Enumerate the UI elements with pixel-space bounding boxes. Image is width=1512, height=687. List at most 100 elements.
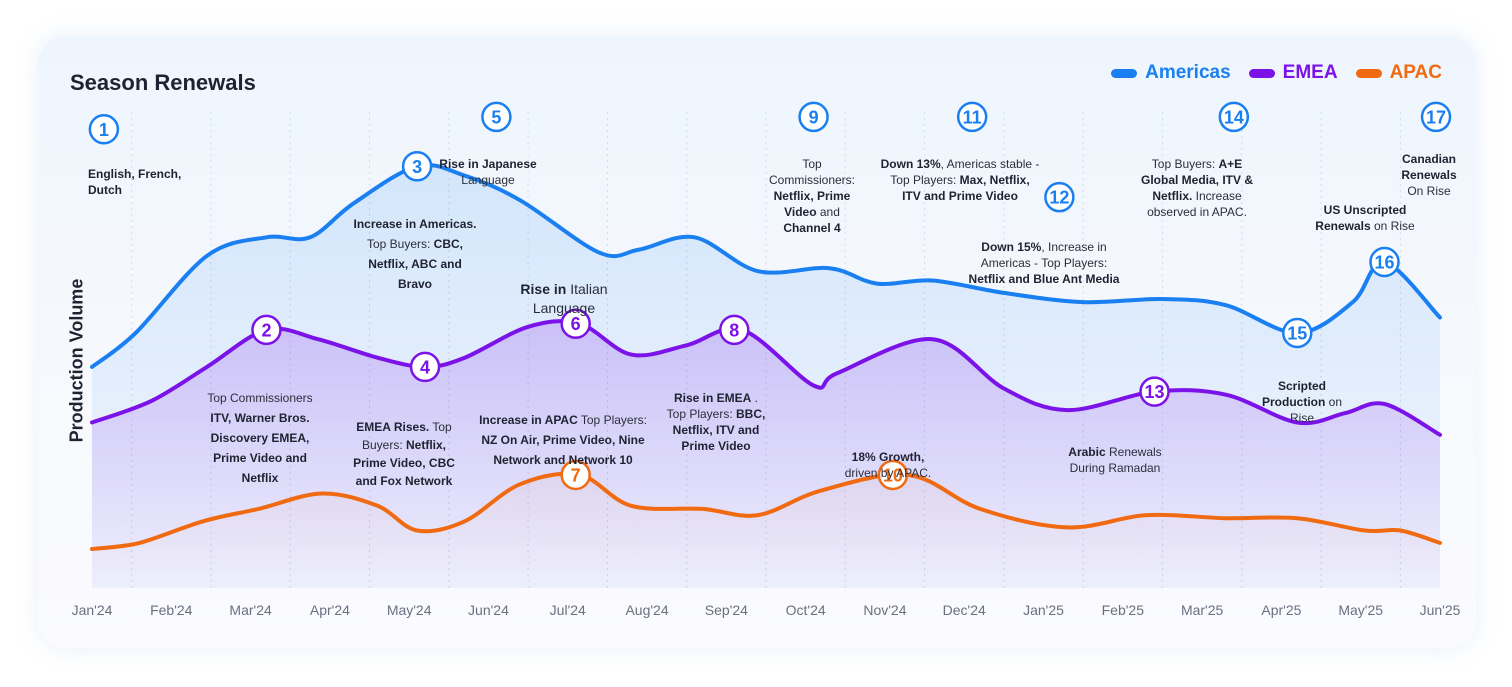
marker-6: 6 bbox=[560, 308, 591, 339]
marker-16-circle bbox=[1369, 246, 1400, 278]
legend-item-apac[interactable]: APAC bbox=[1355, 62, 1442, 84]
marker-15: 15 bbox=[1282, 317, 1313, 349]
marker-7-circle bbox=[560, 459, 591, 491]
marker-3-label: 3 bbox=[412, 157, 422, 177]
legend-swatch-emea bbox=[1248, 68, 1275, 78]
x-tick-4: Apr'24 bbox=[310, 602, 350, 618]
annotation-13-part-1: Arabic bbox=[1068, 445, 1106, 459]
annotation-8: Rise in EMEA . Top Players: BBC, Netflix… bbox=[666, 390, 766, 454]
x-tick-2: Feb'24 bbox=[150, 602, 193, 618]
marker-9-label: 9 bbox=[809, 107, 819, 127]
legend-label-apac: APAC bbox=[1389, 62, 1442, 83]
x-tick-7: Jul'24 bbox=[550, 602, 586, 618]
marker-10-label: 10 bbox=[883, 465, 903, 485]
marker-7-label: 7 bbox=[571, 465, 581, 485]
legend: Americas EMEA APAC bbox=[1111, 62, 1442, 84]
annotation-4-part-2: Top Buyers: bbox=[361, 420, 452, 452]
marker-7: 7 bbox=[560, 459, 591, 491]
annotation-8-part-1: Rise in EMEA bbox=[673, 391, 752, 405]
annotation-9-part-3: and bbox=[816, 205, 840, 219]
marker-11-circle bbox=[956, 101, 988, 133]
annotation-8-part-2: . Top Players: bbox=[666, 391, 759, 421]
annotation-9-part-2: Netflix, Prime Video bbox=[773, 189, 851, 219]
chart-title: Season Renewals bbox=[70, 70, 256, 95]
marker-8-label: 8 bbox=[729, 320, 739, 340]
annotation-7-part-3: NZ On Air, Prime Video, Nine Network and… bbox=[481, 433, 645, 467]
annotation-16-part-2: on Rise bbox=[1370, 219, 1415, 233]
legend-swatch-apac bbox=[1355, 68, 1382, 78]
marker-17-label: 17 bbox=[1426, 107, 1446, 127]
annotation-4-part-1: EMEA Rises. bbox=[356, 420, 430, 434]
annotation-14-part-3: Increase observed in APAC. bbox=[1147, 189, 1247, 219]
line-americas bbox=[90, 163, 1442, 369]
annotation-7-part-1: Increase in APAC bbox=[479, 413, 578, 427]
marker-13: 13 bbox=[1139, 376, 1170, 407]
x-tick-1: Jan'24 bbox=[72, 602, 113, 618]
marker-12: 12 bbox=[1044, 181, 1075, 213]
annotation-11-part-2: , Americas stable - Top Players: bbox=[890, 157, 1040, 187]
annotation-5: Rise in Japanese Language bbox=[432, 156, 544, 188]
annotation-3-part-2: Top Buyers: bbox=[366, 237, 434, 251]
annotation-14: Top Buyers: A+E Global Media, ITV & Netf… bbox=[1138, 156, 1256, 220]
line-apac bbox=[90, 471, 1442, 551]
marker-10: 10 bbox=[877, 459, 909, 491]
annotation-3-part-1: Increase in Americas. bbox=[353, 217, 477, 231]
annotation-9-part-4: Channel 4 bbox=[783, 221, 841, 235]
marker-4-circle bbox=[409, 351, 441, 383]
x-tick-12: Dec'24 bbox=[943, 602, 986, 618]
marker-2-label: 2 bbox=[261, 320, 271, 340]
marker-6-circle bbox=[560, 308, 591, 339]
annotation-10-part-1: 18% Growth, bbox=[851, 450, 925, 464]
annotation-16-part-1: US Unscripted Renewals bbox=[1315, 203, 1407, 233]
annotation-6-part-2: Italian Language bbox=[532, 281, 608, 316]
marker-13-circle bbox=[1139, 376, 1170, 407]
marker-8-circle bbox=[719, 314, 750, 346]
marker-13-label: 13 bbox=[1145, 382, 1165, 402]
annotation-1: English, French, Dutch bbox=[88, 166, 188, 198]
annotation-6: Rise in Italian Language bbox=[505, 280, 623, 318]
annotation-2: Top Commissioners ITV, Warner Bros. Disc… bbox=[200, 388, 320, 488]
marker-3-circle bbox=[401, 151, 433, 182]
annotation-12: Down 15%, Increase in Americas - Top Pla… bbox=[964, 239, 1124, 287]
annotation-8-part-3: BBC, Netflix, ITV and Prime Video bbox=[672, 407, 766, 453]
annotation-10-part-2: driven by APAC. bbox=[844, 466, 932, 480]
annotation-17: Canadian Renewals On Rise bbox=[1394, 151, 1464, 199]
legend-swatch-americas bbox=[1111, 68, 1138, 78]
annotation-15: Scripted Production on Rise bbox=[1262, 378, 1342, 426]
annotation-1-part-1: English, French, Dutch bbox=[88, 167, 182, 197]
marker-15-circle bbox=[1282, 317, 1313, 349]
annotation-4-part-3: Netflix, Prime Video, CBC and Fox Networ… bbox=[353, 438, 455, 488]
annotation-17-part-2: On Rise bbox=[1407, 184, 1451, 198]
x-tick-9: Sep'24 bbox=[705, 602, 748, 618]
marker-11-label: 11 bbox=[963, 107, 982, 127]
area-apac bbox=[92, 473, 1440, 588]
legend-item-emea[interactable]: EMEA bbox=[1248, 62, 1338, 84]
marker-2: 2 bbox=[251, 314, 282, 346]
y-axis-label: Production Volume bbox=[66, 278, 87, 443]
marker-12-label: 12 bbox=[1049, 188, 1069, 208]
annotation-10: 18% Growth, driven by APAC. bbox=[840, 449, 936, 481]
annotation-12-part-1: Down 15% bbox=[981, 240, 1042, 254]
marker-3: 3 bbox=[401, 151, 433, 182]
marker-16: 16 bbox=[1369, 246, 1400, 278]
x-tick-18: Jun'25 bbox=[1420, 602, 1461, 618]
annotation-16: US Unscripted Renewals on Rise bbox=[1312, 202, 1418, 234]
annotation-2-part-1: Top Commissioners bbox=[207, 391, 313, 405]
marker-16-label: 16 bbox=[1374, 252, 1394, 272]
marker-2-circle bbox=[251, 314, 282, 346]
x-tick-16: Apr'25 bbox=[1261, 602, 1301, 618]
marker-15-label: 15 bbox=[1287, 323, 1307, 343]
marker-1-circle bbox=[88, 114, 120, 145]
marker-9-circle bbox=[798, 101, 829, 133]
annotation-14-part-2: A+E Global Media, ITV & Netflix. bbox=[1140, 157, 1253, 203]
x-tick-15: Mar'25 bbox=[1181, 602, 1224, 618]
annotation-3-part-3: CBC, Netflix, ABC and Bravo bbox=[368, 237, 464, 291]
marker-17-circle bbox=[1420, 101, 1452, 133]
legend-item-americas[interactable]: Americas bbox=[1111, 62, 1231, 84]
marker-9: 9 bbox=[798, 101, 829, 133]
annotation-9: Top Commissioners: Netflix, Prime Video … bbox=[762, 156, 862, 236]
marker-14-circle bbox=[1218, 101, 1250, 133]
annotation-14-part-1: Top Buyers: bbox=[1151, 157, 1219, 171]
marker-5: 5 bbox=[481, 101, 512, 133]
annotation-11-part-1: Down 13% bbox=[880, 157, 941, 171]
